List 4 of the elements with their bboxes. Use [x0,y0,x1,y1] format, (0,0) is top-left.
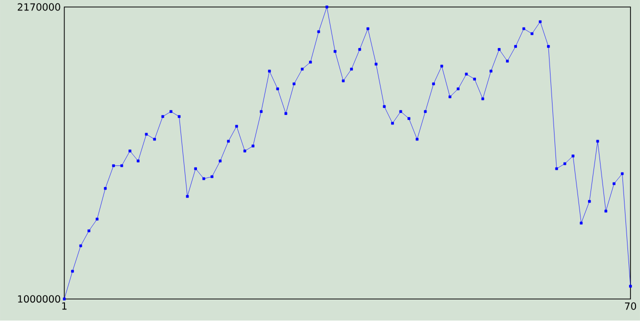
y-tick-label: 2170000 [18,3,60,11]
x-tick-label: 1 [62,302,67,310]
x-tick-label: 70 [625,302,636,310]
y-tick-label: 1000000 [18,295,60,303]
